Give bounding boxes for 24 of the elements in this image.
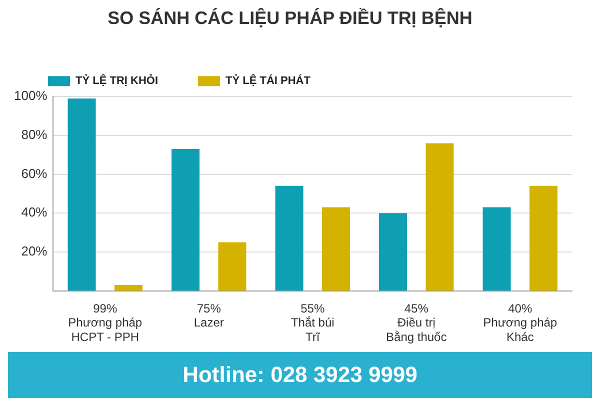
x-tick-label: 55% Thắt búi Trĩ [290, 301, 334, 344]
bar [529, 186, 558, 291]
text: Hotline: 028 3923 9999 [182, 362, 418, 388]
y-tick-label: 100% [14, 88, 48, 104]
chart-title: SO SÁNH CÁC LIỆU PHÁP ĐIỀU TRỊ BỆNH [108, 6, 472, 28]
bar [114, 284, 142, 291]
bar [275, 186, 304, 291]
x-tick-label: 40% Phương pháp Khác [483, 301, 558, 344]
y-tick-label: 60% [21, 166, 48, 181]
bar [218, 242, 246, 291]
x-tick-label: 75% Lazer [194, 301, 224, 330]
bar [322, 207, 350, 291]
y-tick-label: 20% [21, 244, 48, 259]
bar [68, 98, 96, 291]
y-tick-label: 40% [21, 204, 48, 220]
y-tick-label: 80% [21, 127, 48, 142]
x-tick-label: 99% Phương pháp HCPT - PPH [68, 301, 142, 344]
bar [482, 207, 511, 291]
bar [172, 149, 200, 291]
bar [426, 143, 454, 291]
bar [379, 213, 408, 291]
x-tick-label: 45% Điều trị Bằng thuốc [386, 301, 447, 344]
legend-label: TỶ LỆ TRỊ KHỎI [76, 74, 158, 88]
legend-label: TỶ LỆ TÁI PHÁT [226, 74, 311, 88]
